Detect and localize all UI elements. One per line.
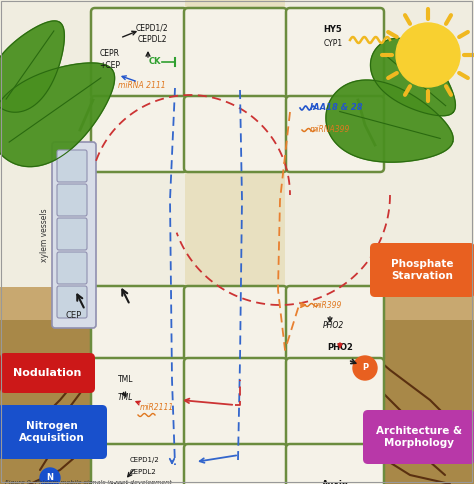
FancyBboxPatch shape bbox=[91, 358, 187, 446]
Polygon shape bbox=[0, 63, 115, 166]
Text: Architecture &: Architecture & bbox=[376, 426, 462, 436]
FancyBboxPatch shape bbox=[286, 96, 384, 172]
FancyBboxPatch shape bbox=[184, 96, 287, 172]
Text: Phosphate: Phosphate bbox=[391, 259, 454, 269]
FancyBboxPatch shape bbox=[57, 286, 87, 318]
Polygon shape bbox=[371, 38, 456, 116]
Text: CYP1: CYP1 bbox=[323, 40, 343, 48]
FancyBboxPatch shape bbox=[286, 286, 384, 362]
FancyBboxPatch shape bbox=[184, 358, 287, 446]
Text: +CEP: +CEP bbox=[100, 60, 120, 70]
FancyBboxPatch shape bbox=[0, 353, 95, 393]
FancyBboxPatch shape bbox=[91, 96, 187, 172]
Text: miRNA 2111: miRNA 2111 bbox=[118, 80, 166, 90]
Text: CEPD1/2: CEPD1/2 bbox=[136, 24, 168, 32]
FancyBboxPatch shape bbox=[57, 218, 87, 250]
FancyBboxPatch shape bbox=[184, 444, 287, 484]
Text: CEPR: CEPR bbox=[100, 49, 120, 59]
Text: Auxin
signaling: Auxin signaling bbox=[313, 480, 357, 484]
Bar bbox=[0, 320, 474, 484]
FancyBboxPatch shape bbox=[57, 184, 87, 216]
Text: NRT2.1: NRT2.1 bbox=[110, 482, 136, 484]
Text: CEP: CEP bbox=[66, 311, 82, 319]
Text: miRNA399: miRNA399 bbox=[310, 125, 350, 135]
FancyBboxPatch shape bbox=[286, 444, 384, 484]
Text: CEPD1/2: CEPD1/2 bbox=[130, 457, 160, 463]
Text: Morphology: Morphology bbox=[384, 438, 454, 448]
Text: HY5: HY5 bbox=[324, 26, 342, 34]
FancyBboxPatch shape bbox=[91, 8, 187, 98]
Text: TML: TML bbox=[118, 376, 134, 384]
Text: PHO2: PHO2 bbox=[327, 344, 353, 352]
Text: Nodulation: Nodulation bbox=[13, 368, 82, 378]
FancyBboxPatch shape bbox=[52, 142, 96, 328]
FancyBboxPatch shape bbox=[91, 286, 187, 362]
FancyBboxPatch shape bbox=[91, 444, 187, 484]
Bar bbox=[0, 0, 474, 287]
Polygon shape bbox=[326, 80, 453, 162]
Text: IAA18 & 28: IAA18 & 28 bbox=[310, 104, 363, 112]
Text: Acquisition: Acquisition bbox=[19, 433, 85, 443]
FancyBboxPatch shape bbox=[0, 405, 107, 459]
Text: xylem vessels: xylem vessels bbox=[40, 208, 49, 262]
Bar bbox=[185, 0, 285, 484]
FancyBboxPatch shape bbox=[363, 410, 474, 464]
FancyBboxPatch shape bbox=[370, 243, 474, 297]
Text: Figure 9. Phloem mobile signals in root development: Figure 9. Phloem mobile signals in root … bbox=[5, 480, 172, 484]
Text: P: P bbox=[362, 363, 368, 373]
Text: TML: TML bbox=[118, 393, 134, 403]
Text: miR399: miR399 bbox=[313, 301, 342, 309]
Text: CEPDL2: CEPDL2 bbox=[130, 469, 157, 475]
FancyBboxPatch shape bbox=[57, 252, 87, 284]
Circle shape bbox=[396, 23, 460, 87]
Text: N: N bbox=[46, 473, 54, 483]
Circle shape bbox=[353, 356, 377, 380]
Polygon shape bbox=[0, 21, 64, 112]
FancyBboxPatch shape bbox=[286, 358, 384, 446]
FancyBboxPatch shape bbox=[57, 150, 87, 182]
Text: CEPDL2: CEPDL2 bbox=[137, 35, 167, 45]
FancyBboxPatch shape bbox=[184, 8, 287, 98]
Text: Starvation: Starvation bbox=[392, 271, 454, 281]
Text: Nitrogen: Nitrogen bbox=[26, 421, 78, 431]
Circle shape bbox=[40, 468, 60, 484]
Text: miR2111: miR2111 bbox=[140, 404, 174, 412]
FancyBboxPatch shape bbox=[184, 286, 287, 362]
Text: CK: CK bbox=[149, 58, 161, 66]
Polygon shape bbox=[0, 282, 474, 484]
FancyBboxPatch shape bbox=[286, 8, 384, 98]
Text: PHO2: PHO2 bbox=[322, 320, 344, 330]
